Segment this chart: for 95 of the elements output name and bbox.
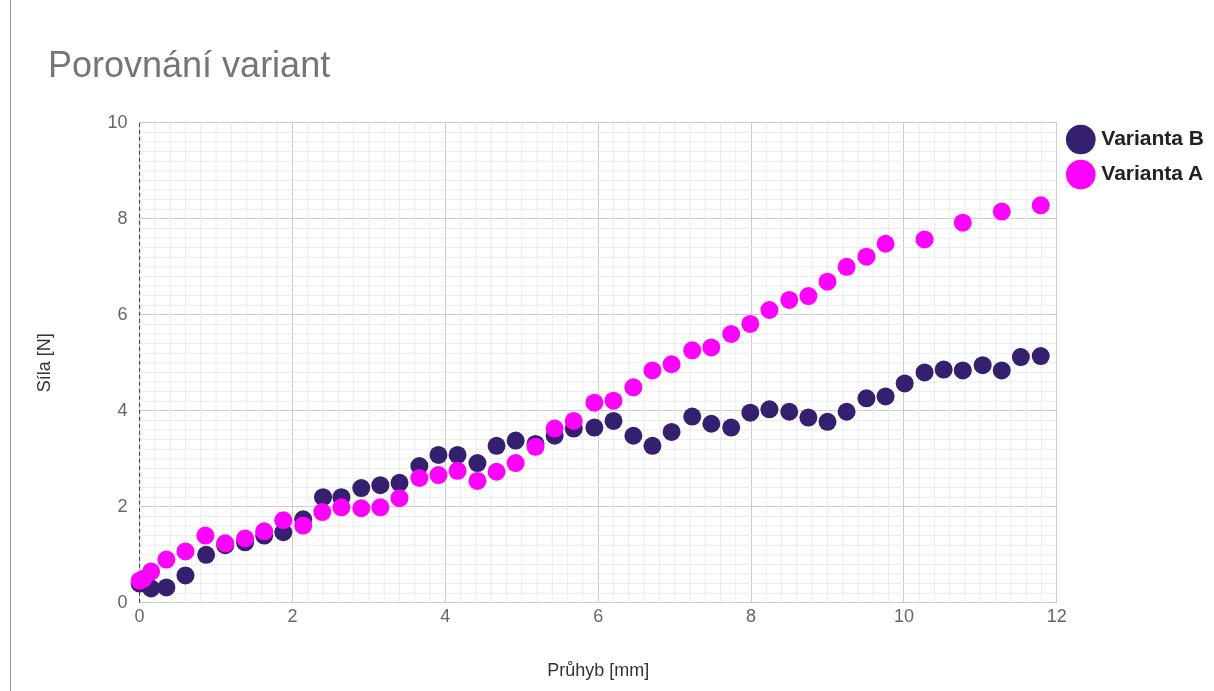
point <box>624 378 643 397</box>
y-axis-title: Síla [N] <box>33 333 54 393</box>
point <box>683 407 702 426</box>
point <box>313 503 332 522</box>
point <box>915 230 934 249</box>
point <box>448 445 467 464</box>
y-tick-label: 2 <box>117 495 128 516</box>
point <box>564 411 583 430</box>
point <box>157 550 176 569</box>
point <box>448 461 467 480</box>
point <box>197 545 216 564</box>
point <box>953 361 972 380</box>
x-tick-label: 6 <box>593 605 604 626</box>
point <box>857 389 876 408</box>
point <box>468 454 487 473</box>
chart-title: Porovnání variant <box>48 44 331 86</box>
point <box>934 360 953 379</box>
x-tick-label: 10 <box>893 605 914 626</box>
point <box>722 325 741 343</box>
x-tick-label: 2 <box>287 605 298 626</box>
point <box>545 419 564 438</box>
point <box>702 414 721 433</box>
point <box>176 566 195 585</box>
point <box>196 526 215 545</box>
point <box>818 412 837 431</box>
point <box>371 476 390 495</box>
x-tick-label: 8 <box>746 605 757 626</box>
point <box>1011 348 1030 367</box>
point <box>236 529 255 548</box>
point <box>585 393 604 412</box>
legend-label: Varianta B <box>1101 126 1205 150</box>
y-tick-label: 4 <box>117 399 128 420</box>
point <box>176 542 195 561</box>
point <box>662 422 681 441</box>
point <box>780 402 799 421</box>
y-tick-label: 6 <box>117 303 128 324</box>
y-tick-label: 0 <box>117 591 128 612</box>
point <box>837 402 856 421</box>
point <box>157 578 176 597</box>
point <box>837 257 856 276</box>
x-tick-label: 0 <box>134 605 145 626</box>
point <box>506 431 525 450</box>
point <box>818 272 837 291</box>
point <box>741 403 760 422</box>
x-tick-label: 4 <box>440 605 451 626</box>
point <box>624 426 643 445</box>
point <box>722 418 741 437</box>
point <box>506 454 525 473</box>
point <box>1031 196 1050 215</box>
point <box>643 436 662 455</box>
point <box>390 489 409 508</box>
point <box>992 202 1011 221</box>
point <box>352 479 371 498</box>
point <box>895 374 914 393</box>
point <box>760 301 779 319</box>
point <box>352 499 371 518</box>
point <box>410 469 429 487</box>
x-tick-label: 12 <box>1046 605 1067 626</box>
point <box>683 341 702 360</box>
point <box>780 290 799 309</box>
point <box>992 361 1011 380</box>
point <box>1031 347 1050 366</box>
point <box>371 498 390 517</box>
point <box>643 361 662 380</box>
point <box>799 287 818 306</box>
point <box>314 488 333 507</box>
point <box>915 363 934 382</box>
point <box>585 418 604 437</box>
point <box>487 462 506 481</box>
point <box>487 436 506 455</box>
point <box>973 356 992 375</box>
point <box>604 391 623 410</box>
point <box>604 411 623 430</box>
y-tick-label: 8 <box>117 207 128 228</box>
point <box>468 471 487 490</box>
point <box>953 213 972 232</box>
x-axis-title: Průhyb [mm] <box>547 660 650 681</box>
point <box>876 234 895 253</box>
point <box>294 516 313 535</box>
point <box>799 408 818 427</box>
point <box>760 400 779 419</box>
point <box>390 473 409 492</box>
point <box>332 498 351 517</box>
point <box>741 314 760 333</box>
point <box>142 562 161 581</box>
point <box>429 466 448 485</box>
legend-label: Varianta A <box>1101 161 1204 185</box>
point <box>255 522 274 541</box>
point <box>876 387 895 406</box>
point <box>857 247 876 266</box>
point <box>429 445 448 464</box>
y-tick-label: 10 <box>107 111 128 132</box>
point <box>274 511 293 530</box>
point <box>662 355 681 374</box>
point <box>702 338 721 357</box>
